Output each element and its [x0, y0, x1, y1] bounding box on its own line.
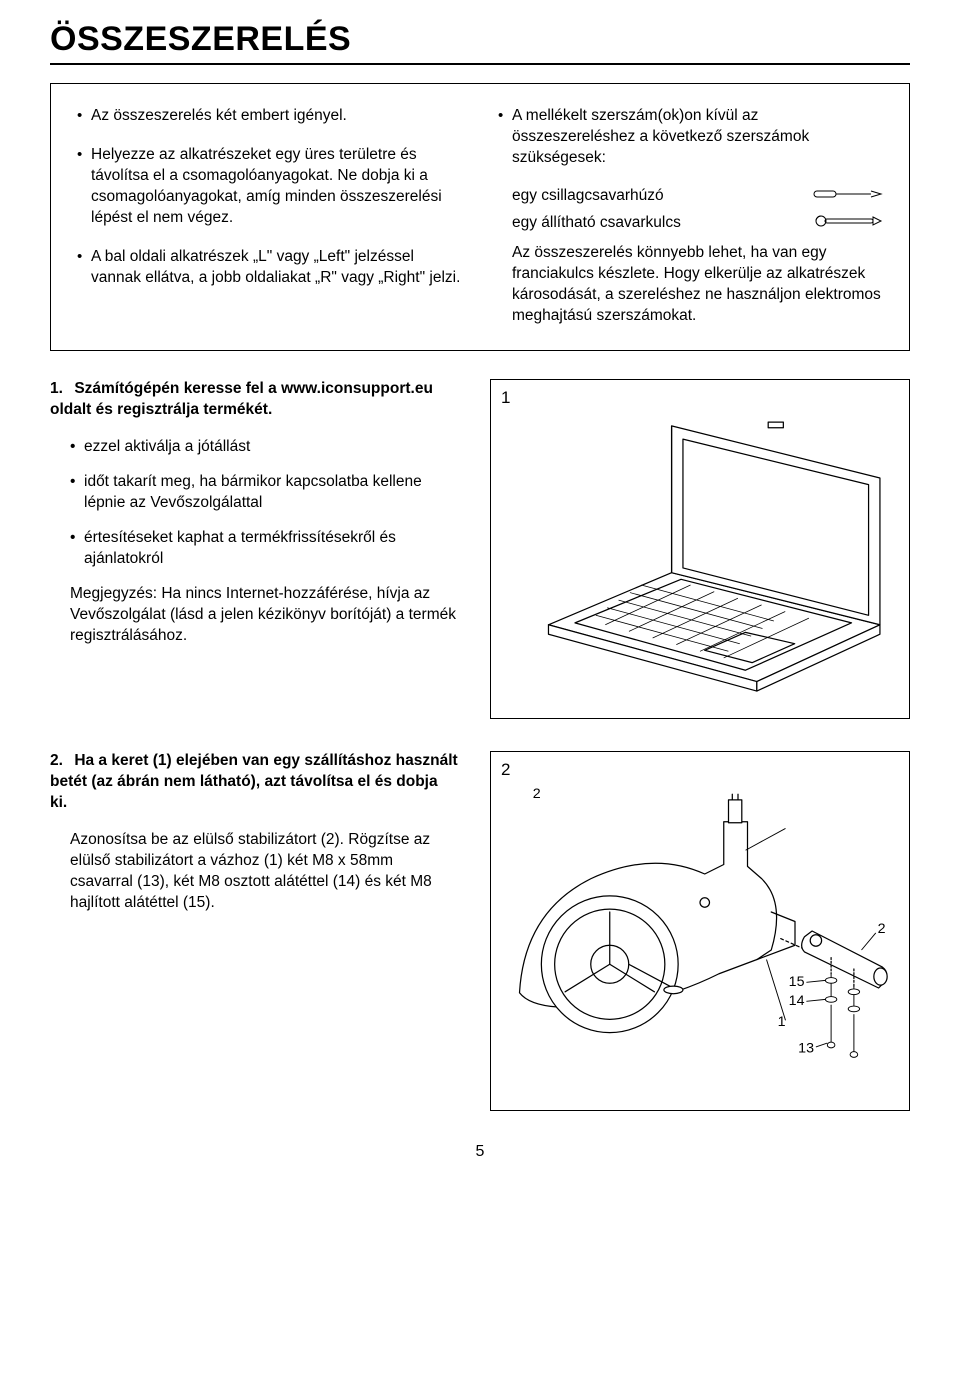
- step-heading: Számítógépén keresse fel a www.iconsuppo…: [50, 380, 433, 418]
- intro-bullet-text: A bal oldali alkatrészek „L" vagy „Left"…: [91, 247, 462, 289]
- step-number: 1.: [50, 379, 70, 400]
- bullet-dot-icon: •: [70, 437, 84, 458]
- intro-right-col: • A mellékelt szerszám(ok)on kívül az ös…: [498, 106, 883, 326]
- bullet-dot-icon: •: [77, 247, 91, 289]
- list-item: •értesítéseket kaphat a termékfrissítése…: [70, 528, 458, 570]
- intro-bullet-text: Az összeszerelés két embert igényel.: [91, 106, 462, 127]
- bullet-dot-icon: •: [70, 528, 84, 570]
- list-item: •időt takarít meg, ha bármikor kapcsolat…: [70, 472, 458, 514]
- wrench-icon: [813, 214, 883, 233]
- step-2-figure: 2: [490, 751, 910, 1111]
- intro-paragraph: Az összeszerelés könnyebb lehet, ha van …: [512, 243, 883, 327]
- page-title: ÖSSZESZERELÉS: [50, 20, 910, 63]
- tool-row: egy állítható csavarkulcs: [512, 214, 883, 233]
- figure-number: 1: [501, 388, 510, 408]
- intro-bullet-text: Helyezze az alkatrészeket egy üres terül…: [91, 145, 462, 229]
- step-number: 2.: [50, 751, 70, 772]
- list-item-text: értesítéseket kaphat a termékfrissítések…: [84, 528, 458, 570]
- page-number: 5: [50, 1143, 910, 1161]
- list-item-text: időt takarít meg, ha bármikor kapcsolatb…: [84, 472, 458, 514]
- step-1: 1. Számítógépén keresse fel a www.iconsu…: [50, 379, 910, 719]
- intro-bullet: • A mellékelt szerszám(ok)on kívül az ös…: [498, 106, 883, 169]
- step-2-text: 2. Ha a keret (1) elejében van egy száll…: [50, 751, 458, 1111]
- step-1-text: 1. Számítógépén keresse fel a www.iconsu…: [50, 379, 458, 719]
- bullet-dot-icon: •: [77, 145, 91, 229]
- step-1-figure: 1: [490, 379, 910, 719]
- intro-box: • Az összeszerelés két embert igényel. •…: [50, 83, 910, 351]
- step-note: Megjegyzés: Ha nincs Internet-hozzáférés…: [70, 584, 458, 647]
- intro-bullet-text: A mellékelt szerszám(ok)on kívül az össz…: [512, 106, 883, 169]
- bullet-dot-icon: •: [77, 106, 91, 127]
- step-heading: Ha a keret (1) elejében van egy szállítá…: [50, 752, 458, 811]
- step-body: Azonosítsa be az elülső stabilizátort (2…: [70, 830, 458, 914]
- callout-label: 2: [533, 786, 541, 802]
- step-2: 2. Ha a keret (1) elejében van egy száll…: [50, 751, 910, 1111]
- intro-left-col: • Az összeszerelés két embert igényel. •…: [77, 106, 462, 326]
- intro-bullet: • A bal oldali alkatrészek „L" vagy „Lef…: [77, 247, 462, 289]
- screwdriver-icon: [813, 187, 883, 206]
- tool-label: egy állítható csavarkulcs: [512, 214, 681, 232]
- callout-label: 14: [789, 994, 805, 1010]
- list-item: •ezzel aktiválja a jótállást: [70, 437, 458, 458]
- tool-label: egy csillagcsavarhúzó: [512, 187, 664, 205]
- bullet-dot-icon: •: [498, 106, 512, 169]
- figure-number: 2: [501, 760, 510, 780]
- callout-label: 15: [789, 975, 805, 991]
- list-item-text: ezzel aktiválja a jótállást: [84, 437, 250, 458]
- intro-bullet: • Helyezze az alkatrészeket egy üres ter…: [77, 145, 462, 229]
- intro-bullet: • Az összeszerelés két embert igényel.: [77, 106, 462, 127]
- callout-label: 2: [878, 921, 886, 937]
- callout-label: 13: [798, 1041, 814, 1057]
- laptop-icon: [499, 388, 901, 710]
- tool-row: egy csillagcsavarhúzó: [512, 187, 883, 206]
- bullet-dot-icon: •: [70, 472, 84, 514]
- assembly-diagram-icon: 2 2 15 14 1 13: [499, 760, 901, 1102]
